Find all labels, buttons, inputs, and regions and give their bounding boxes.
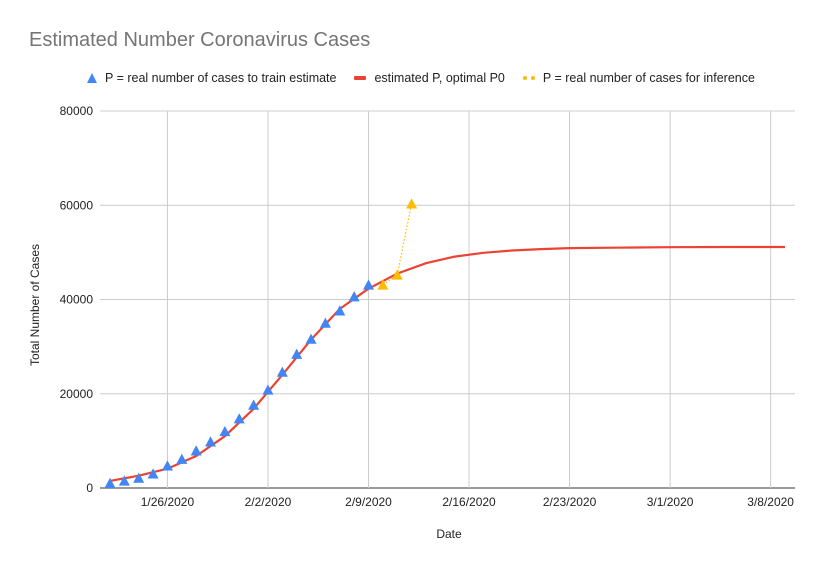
y-tick-label: 60000 [60, 198, 94, 212]
legend-entry-train[interactable]: P = real number of cases to train estima… [86, 71, 336, 85]
y-tick-label: 0 [86, 481, 93, 495]
train-point [262, 384, 274, 395]
train-point [133, 472, 145, 483]
x-tick-label: 2/16/2020 [442, 495, 496, 509]
x-tick-label: 3/1/2020 [647, 495, 694, 509]
legend-label-estimate: estimated P, optimal P0 [374, 71, 505, 85]
x-tick-label: 2/23/2020 [543, 495, 597, 509]
chart-title: Estimated Number Coronavirus Cases [29, 29, 371, 51]
train-point [319, 317, 331, 328]
train-point [147, 468, 159, 479]
x-tick-label: 1/26/2020 [141, 495, 195, 509]
train-point [161, 460, 173, 471]
train-point [363, 279, 375, 290]
legend-entry-inference[interactable]: P = real number of cases for inference [522, 71, 755, 85]
y-tick-label: 80000 [60, 104, 94, 118]
legend-label-inference: P = real number of cases for inference [542, 71, 755, 85]
train-point [118, 475, 130, 486]
grid [100, 110, 795, 489]
train-point [334, 305, 346, 316]
train-point [104, 477, 116, 488]
train-point [219, 425, 231, 437]
line-swatch-icon [354, 76, 367, 80]
series-layer [104, 198, 785, 488]
train-point [233, 413, 245, 424]
x-tick-label: 3/8/2020 [747, 495, 794, 509]
train-point [291, 348, 303, 359]
train-point [305, 333, 317, 344]
inference-point [377, 279, 389, 290]
y-tick-label: 20000 [60, 387, 94, 401]
legend-entry-estimate[interactable]: estimated P, optimal P0 [353, 71, 505, 85]
y-axis-title: Total Number of Cases [28, 244, 42, 366]
x-tick-label: 2/9/2020 [345, 495, 392, 509]
legend: P = real number of cases to train estima… [86, 68, 772, 88]
dotted-line-swatch-icon [522, 76, 535, 80]
y-tick-label: 40000 [60, 293, 94, 307]
triangle-marker-icon [87, 73, 97, 83]
train-point [205, 436, 217, 447]
inference-point [391, 269, 403, 280]
train-point [276, 366, 288, 377]
x-axis-title: Date [436, 527, 462, 541]
legend-label-train: P = real number of cases to train estima… [105, 71, 337, 85]
train-point [348, 291, 360, 302]
train-point [248, 399, 260, 410]
inference-point [406, 198, 418, 209]
train-point [176, 453, 188, 464]
train-point [190, 445, 202, 456]
ticks: 0 20000 40000 60000 80000 1/26/2020 2/2/2020 2/… [60, 104, 795, 509]
x-tick-label: 2/2/2020 [245, 495, 292, 509]
